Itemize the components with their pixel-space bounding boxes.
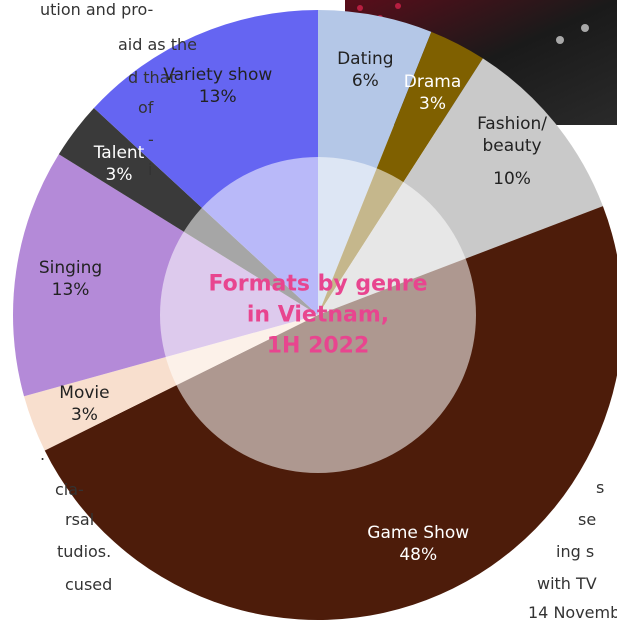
slice-label: Drama xyxy=(404,71,461,93)
slice-label: Singing xyxy=(39,257,102,279)
document-text: i xyxy=(148,160,152,179)
document-text: - xyxy=(148,130,154,149)
slice-label: Talent xyxy=(94,142,145,164)
page: Formats by genre in Vietnam, 1H 2022 Dat… xyxy=(0,0,617,621)
document-text: cused xyxy=(65,575,112,594)
value-label: 3% xyxy=(419,93,446,115)
value-label: 6% xyxy=(352,70,379,92)
slice-label: Variety show xyxy=(163,64,272,86)
value-label: 3% xyxy=(71,404,98,426)
document-text: tudios. xyxy=(57,542,111,561)
slice-label: Game Show xyxy=(367,522,469,544)
document-text: se xyxy=(578,510,596,529)
document-text: 14 Novemb xyxy=(528,603,617,621)
value-label: 13% xyxy=(52,279,90,301)
document-text: cia- xyxy=(55,480,84,499)
value-label: 48% xyxy=(399,544,437,566)
slice-label: Dating xyxy=(337,48,393,70)
document-text: d that xyxy=(128,68,176,87)
value-label: 10% xyxy=(493,168,531,190)
document-text: aid as the xyxy=(118,35,197,54)
value-label: 13% xyxy=(199,86,237,108)
document-text: ution and pro- xyxy=(40,0,153,19)
chart-title: Formats by genre in Vietnam, 1H 2022 xyxy=(209,269,428,362)
document-text: rsal xyxy=(65,510,94,529)
document-text: ing s xyxy=(556,542,594,561)
document-text: of xyxy=(138,98,153,117)
document-text: with TV xyxy=(537,574,597,593)
value-label: 3% xyxy=(106,164,133,186)
slice-label: Movie xyxy=(59,382,109,404)
document-text: s xyxy=(596,478,604,497)
document-text: . xyxy=(40,445,45,464)
slice-label: Fashion/ beauty xyxy=(477,113,547,157)
